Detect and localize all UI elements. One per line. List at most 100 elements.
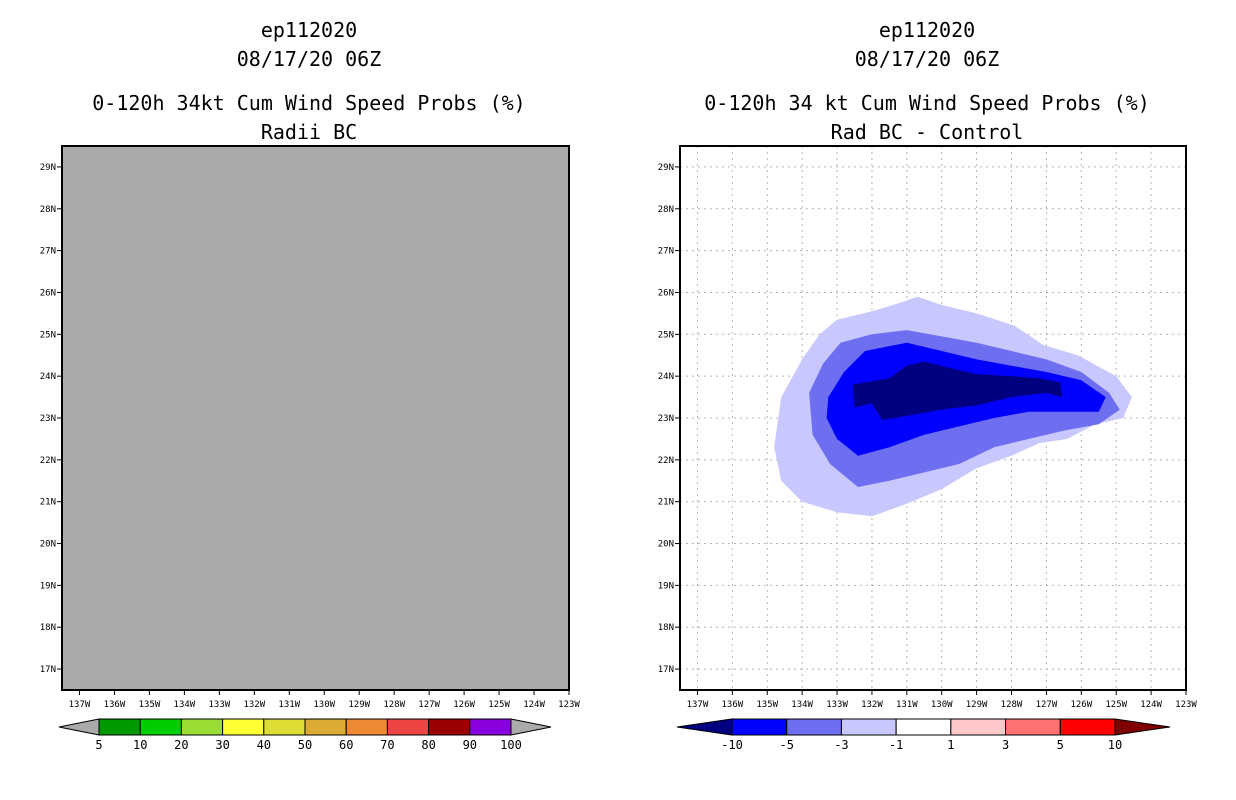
- right-y-tick-label: 25N: [658, 330, 674, 340]
- left-y-tick-label: 27N: [40, 247, 56, 257]
- right-y-tick-label: 27N: [658, 247, 674, 257]
- left-x-tick-label: 132W: [243, 700, 265, 710]
- left-chart-subtitle: Radii BC: [260, 120, 358, 144]
- left-y-tick-label: 29N: [40, 163, 56, 173]
- right-datetime: 08/17/20 06Z: [854, 47, 1000, 71]
- left-colorbar-label: 70: [380, 738, 394, 752]
- left-x-tick-label: 124W: [523, 700, 545, 710]
- right-y-tick-label: 24N: [658, 372, 674, 382]
- right-colorbar-label: 1: [947, 738, 954, 752]
- right-colorbar-label: -3: [834, 738, 848, 752]
- left-y-tick-label: 22N: [40, 456, 56, 466]
- right-y-tick-label: 28N: [658, 205, 674, 215]
- right-colorbar-swatch: [1059, 718, 1116, 736]
- right-x-tick-label: 124W: [1140, 700, 1162, 710]
- left-x-tick-label: 128W: [383, 700, 405, 710]
- right-x-tick-label: 136W: [722, 700, 744, 710]
- right-colorbar-label: -1: [889, 738, 903, 752]
- left-y-tick-label: 28N: [40, 205, 56, 215]
- right-colorbar-swatch: [840, 718, 897, 736]
- left-chart-title: 0-120h 34kt Cum Wind Speed Probs (%): [92, 91, 526, 115]
- right-colorbar-label: 10: [1108, 738, 1122, 752]
- right-y-tick-label: 20N: [658, 540, 674, 550]
- left-colorbar-swatch: [469, 718, 512, 736]
- left-colorbar-swatch: [345, 718, 388, 736]
- right-colorbar-under-arrow: [676, 718, 733, 736]
- left-y-tick-label: 18N: [40, 623, 56, 633]
- left-y-tick-label: 24N: [40, 372, 56, 382]
- left-y-tick-label: 23N: [40, 414, 56, 424]
- left-colorbar-swatch: [386, 718, 430, 736]
- left-x-tick-label: 136W: [104, 700, 126, 710]
- right-colorbar-swatch: [1005, 718, 1061, 736]
- right-x-tick-label: 123W: [1175, 700, 1197, 710]
- left-colorbar-over-arrow: [510, 718, 552, 736]
- left-plot-area: [62, 146, 569, 690]
- left-colorbar-label: 5: [95, 738, 102, 752]
- left-colorbar-label: 100: [500, 738, 522, 752]
- right-y-tick-label: 26N: [658, 288, 674, 298]
- right-colorbar-swatch: [786, 718, 842, 736]
- left-colorbar-label: 90: [463, 738, 477, 752]
- right-chart-subtitle: Rad BC - Control: [830, 120, 1024, 144]
- left-x-tick-label: 131W: [278, 700, 300, 710]
- right-y-tick-label: 19N: [658, 581, 674, 591]
- right-x-tick-label: 137W: [687, 700, 709, 710]
- left-y-tick-label: 20N: [40, 540, 56, 550]
- left-x-tick-label: 130W: [313, 700, 335, 710]
- left-colorbar-swatch: [139, 718, 182, 736]
- left-colorbar-swatch: [98, 718, 141, 736]
- left-colorbar-swatch: [428, 718, 471, 736]
- left-x-tick-label: 134W: [174, 700, 196, 710]
- left-x-tick-label: 135W: [139, 700, 161, 710]
- left-storm-id: ep112020: [260, 18, 358, 42]
- left-colorbar-swatch: [263, 718, 306, 736]
- right-x-tick-label: 128W: [1001, 700, 1023, 710]
- left-colorbar: 5 10 20 30 40 50 60 70 80 90 100: [58, 718, 552, 752]
- right-y-tick-label: 29N: [658, 163, 674, 173]
- left-colorbar-label: 10: [133, 738, 147, 752]
- left-x-tick-label: 126W: [453, 700, 475, 710]
- right-x-tick-label: 129W: [966, 700, 988, 710]
- left-colorbar-swatch: [222, 718, 265, 736]
- right-colorbar-label: -5: [779, 738, 793, 752]
- right-storm-id: ep112020: [878, 18, 976, 42]
- left-plot: 137W 136W 135W 134W 133W 132W 131W 130W 129W 128W…: [40, 145, 580, 710]
- right-x-tick-label: 132W: [861, 700, 883, 710]
- right-y-tick-label: 17N: [658, 665, 674, 675]
- right-x-tick-label: 131W: [896, 700, 918, 710]
- left-colorbar-label: 80: [421, 738, 435, 752]
- right-chart-title: 0-120h 34 kt Cum Wind Speed Probs (%): [704, 91, 1150, 115]
- left-colorbar-label: 20: [174, 738, 188, 752]
- left-x-tick-label: 129W: [348, 700, 370, 710]
- right-contour-4: [852, 361, 1063, 421]
- left-colorbar-swatch: [180, 718, 224, 736]
- left-colorbar-label: 40: [257, 738, 271, 752]
- left-colorbar-label: 60: [339, 738, 353, 752]
- right-colorbar-swatch: [950, 718, 1007, 736]
- right-x-tick-label: 135W: [756, 700, 778, 710]
- left-x-tick-label: 127W: [418, 700, 440, 710]
- left-y-tick-label: 21N: [40, 498, 56, 508]
- left-y-tick-label: 17N: [40, 665, 56, 675]
- right-x-tick-label: 126W: [1070, 700, 1092, 710]
- left-colorbar-label: 50: [298, 738, 312, 752]
- right-x-tick-label: 127W: [1036, 700, 1058, 710]
- right-colorbar-swatch: [731, 718, 788, 736]
- right-plot: 137W 136W 135W 134W 133W 132W 131W 130W 129W 128W…: [658, 145, 1197, 710]
- left-x-tick-label: 137W: [69, 700, 91, 710]
- right-y-tick-label: 18N: [658, 623, 674, 633]
- right-y-tick-label: 22N: [658, 456, 674, 466]
- left-x-tick-label: 123W: [558, 700, 580, 710]
- left-x-tick-label: 133W: [209, 700, 231, 710]
- right-colorbar-over-arrow: [1114, 718, 1171, 736]
- right-colorbar-label: 5: [1057, 738, 1064, 752]
- right-colorbar: -10 -5 -3 -1 1 3 5 10: [676, 718, 1171, 752]
- left-colorbar-swatch: [304, 718, 347, 736]
- right-colorbar-label: 3: [1002, 738, 1009, 752]
- left-y-tick-label: 25N: [40, 330, 56, 340]
- right-x-tick-label: 133W: [826, 700, 848, 710]
- right-y-tick-label: 23N: [658, 414, 674, 424]
- left-colorbar-label: 30: [215, 738, 229, 752]
